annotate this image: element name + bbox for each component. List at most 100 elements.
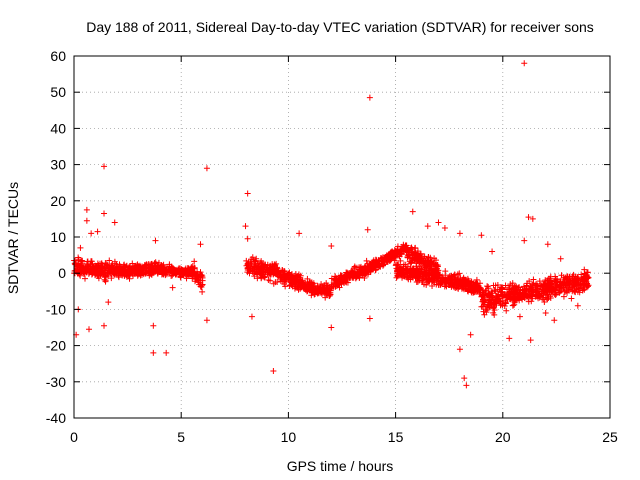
data-point bbox=[328, 324, 335, 331]
data-point bbox=[506, 335, 513, 342]
chart-title: Day 188 of 2011, Sidereal Day-to-day VTE… bbox=[86, 19, 594, 35]
data-point bbox=[429, 282, 436, 289]
data-point bbox=[294, 273, 301, 280]
data-point bbox=[101, 163, 108, 170]
data-point bbox=[299, 279, 306, 286]
data-point bbox=[80, 268, 87, 275]
data-point bbox=[579, 287, 586, 294]
data-point bbox=[528, 298, 535, 305]
data-point bbox=[75, 260, 82, 267]
data-point bbox=[86, 326, 93, 333]
data-point bbox=[398, 243, 405, 250]
data-point bbox=[579, 280, 586, 287]
data-point bbox=[244, 190, 251, 197]
x-tick-label: 5 bbox=[177, 429, 185, 445]
data-point bbox=[485, 302, 492, 309]
data-point bbox=[581, 266, 588, 273]
data-point bbox=[333, 277, 340, 284]
data-point bbox=[479, 286, 486, 293]
data-point bbox=[400, 266, 407, 273]
x-tick-label: 20 bbox=[495, 429, 511, 445]
data-point bbox=[489, 294, 496, 301]
data-point bbox=[278, 276, 285, 283]
data-point bbox=[435, 219, 442, 226]
data-point bbox=[527, 283, 534, 290]
data-point bbox=[572, 280, 579, 287]
data-point bbox=[118, 270, 125, 277]
data-point bbox=[365, 271, 372, 278]
data-point bbox=[565, 286, 572, 293]
data-point bbox=[78, 257, 85, 264]
data-point bbox=[416, 252, 423, 259]
data-point bbox=[544, 281, 551, 288]
data-point bbox=[395, 249, 402, 256]
data-point bbox=[265, 268, 272, 275]
data-point bbox=[411, 252, 418, 259]
data-point bbox=[407, 267, 414, 274]
data-point bbox=[281, 281, 288, 288]
data-point bbox=[542, 310, 549, 317]
data-point bbox=[423, 281, 430, 288]
data-point bbox=[286, 271, 293, 278]
data-point bbox=[146, 272, 153, 279]
data-point bbox=[72, 257, 79, 264]
data-point bbox=[121, 266, 128, 273]
data-point bbox=[288, 275, 295, 282]
data-point bbox=[526, 292, 533, 299]
data-point bbox=[536, 288, 543, 295]
data-point bbox=[380, 261, 387, 268]
data-point bbox=[114, 266, 121, 273]
data-point bbox=[450, 272, 457, 279]
data-point bbox=[560, 274, 567, 281]
data-point bbox=[258, 265, 265, 272]
data-point bbox=[404, 272, 411, 279]
data-point bbox=[131, 263, 138, 270]
data-point bbox=[396, 253, 403, 260]
data-point bbox=[94, 228, 101, 235]
data-point bbox=[503, 307, 510, 314]
data-point bbox=[459, 283, 466, 290]
data-point bbox=[521, 237, 528, 244]
data-point bbox=[273, 260, 280, 267]
data-point bbox=[364, 226, 371, 233]
data-point bbox=[502, 282, 509, 289]
data-point bbox=[553, 291, 560, 298]
data-point bbox=[560, 293, 567, 300]
data-point bbox=[547, 294, 554, 301]
data-point bbox=[575, 279, 582, 286]
data-point bbox=[366, 260, 373, 267]
data-point bbox=[89, 265, 96, 272]
data-point bbox=[254, 260, 261, 267]
data-point bbox=[203, 317, 210, 324]
x-tick-label: 25 bbox=[602, 429, 618, 445]
data-point bbox=[425, 276, 432, 283]
data-point bbox=[275, 269, 282, 276]
data-point bbox=[540, 296, 547, 303]
data-point bbox=[267, 277, 274, 284]
data-point bbox=[504, 286, 511, 293]
data-point bbox=[106, 257, 113, 264]
data-point bbox=[77, 244, 84, 251]
data-point bbox=[572, 289, 579, 296]
data-point bbox=[530, 276, 537, 283]
data-point bbox=[463, 382, 470, 389]
data-point bbox=[585, 283, 592, 290]
data-point bbox=[403, 242, 410, 249]
data-point bbox=[199, 281, 206, 288]
data-point bbox=[484, 283, 491, 290]
data-point bbox=[135, 271, 142, 278]
data-point bbox=[451, 271, 458, 278]
data-point bbox=[547, 273, 554, 280]
data-point bbox=[159, 262, 166, 269]
data-point bbox=[94, 260, 101, 267]
data-point bbox=[245, 259, 252, 266]
data-point bbox=[552, 275, 559, 282]
data-point bbox=[552, 284, 559, 291]
data-point bbox=[412, 244, 419, 251]
data-point bbox=[551, 317, 558, 324]
data-point bbox=[199, 288, 206, 295]
data-point bbox=[175, 267, 182, 274]
data-point bbox=[197, 241, 204, 248]
data-point bbox=[348, 270, 355, 277]
